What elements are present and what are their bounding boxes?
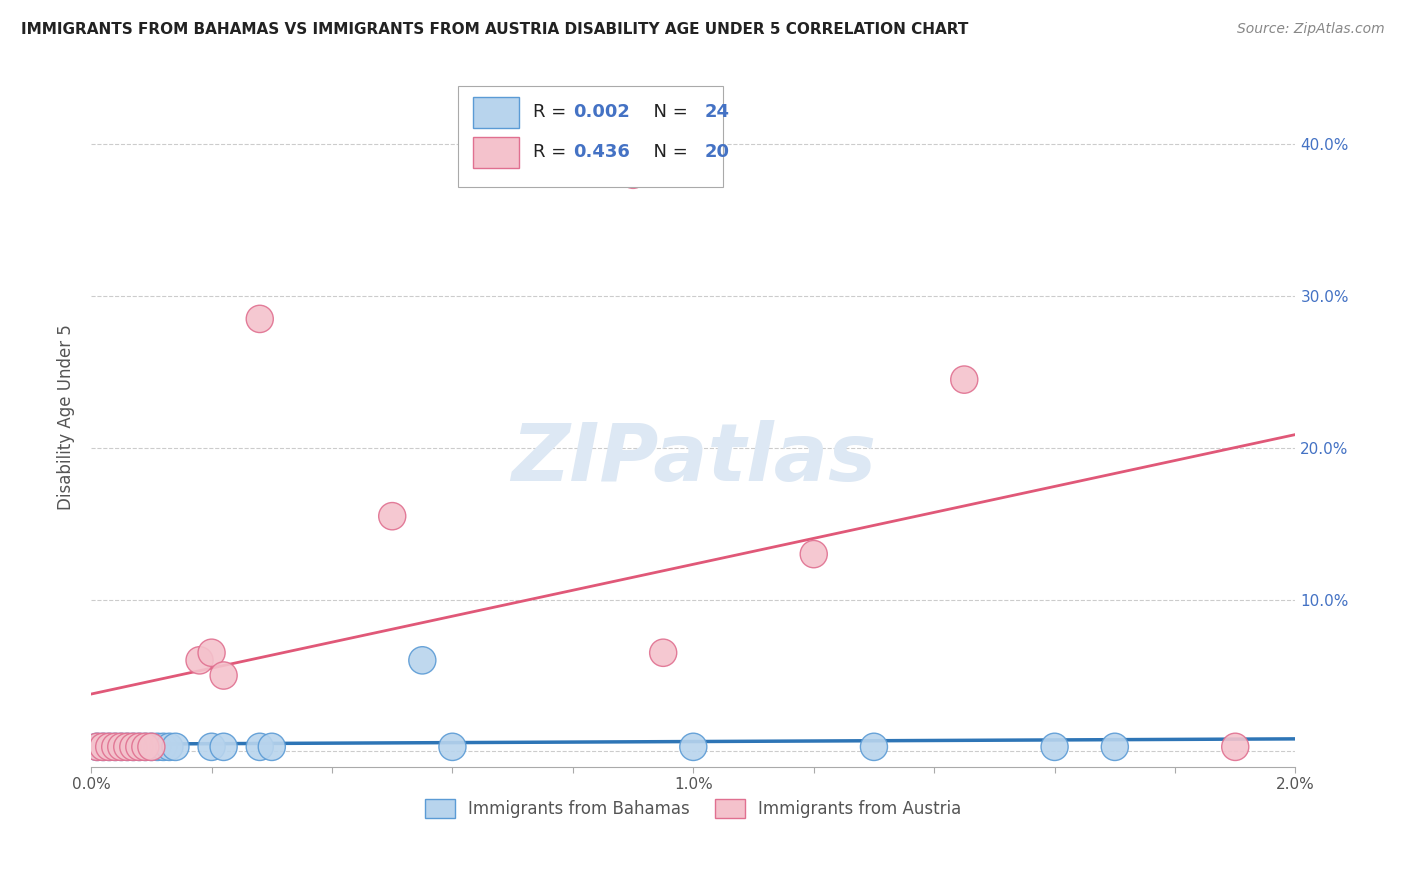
Ellipse shape (83, 733, 111, 761)
Ellipse shape (679, 733, 707, 761)
Ellipse shape (439, 733, 465, 761)
Ellipse shape (120, 733, 146, 761)
Ellipse shape (125, 733, 153, 761)
Ellipse shape (162, 733, 188, 761)
Ellipse shape (209, 733, 238, 761)
Ellipse shape (108, 733, 135, 761)
Ellipse shape (138, 733, 165, 761)
Ellipse shape (409, 647, 436, 674)
Text: 0.002: 0.002 (572, 103, 630, 121)
Ellipse shape (132, 733, 159, 761)
Ellipse shape (259, 733, 285, 761)
Ellipse shape (198, 733, 225, 761)
Ellipse shape (186, 647, 214, 674)
Ellipse shape (620, 161, 647, 188)
Y-axis label: Disability Age Under 5: Disability Age Under 5 (58, 325, 75, 510)
FancyBboxPatch shape (458, 86, 724, 187)
Ellipse shape (150, 733, 177, 761)
Text: 24: 24 (704, 103, 730, 121)
Text: Source: ZipAtlas.com: Source: ZipAtlas.com (1237, 22, 1385, 37)
Text: 0.436: 0.436 (572, 144, 630, 161)
Ellipse shape (1222, 733, 1249, 761)
Text: ZIPatlas: ZIPatlas (510, 420, 876, 499)
Ellipse shape (650, 639, 676, 666)
Ellipse shape (90, 733, 117, 761)
Text: N =: N = (641, 144, 693, 161)
Ellipse shape (378, 502, 406, 530)
Ellipse shape (90, 733, 117, 761)
Ellipse shape (1040, 733, 1069, 761)
Ellipse shape (101, 733, 129, 761)
Ellipse shape (138, 733, 165, 761)
Ellipse shape (83, 733, 111, 761)
Ellipse shape (120, 733, 146, 761)
Ellipse shape (114, 733, 141, 761)
Ellipse shape (1101, 733, 1129, 761)
Text: 20: 20 (704, 144, 730, 161)
Ellipse shape (198, 639, 225, 666)
Text: R =: R = (533, 144, 572, 161)
Ellipse shape (114, 733, 141, 761)
Ellipse shape (209, 662, 238, 690)
Ellipse shape (156, 733, 183, 761)
Text: IMMIGRANTS FROM BAHAMAS VS IMMIGRANTS FROM AUSTRIA DISABILITY AGE UNDER 5 CORREL: IMMIGRANTS FROM BAHAMAS VS IMMIGRANTS FR… (21, 22, 969, 37)
Ellipse shape (101, 733, 129, 761)
Ellipse shape (246, 733, 273, 761)
Ellipse shape (950, 366, 977, 393)
Ellipse shape (96, 733, 122, 761)
Text: R =: R = (533, 103, 572, 121)
Ellipse shape (132, 733, 159, 761)
Text: N =: N = (641, 103, 693, 121)
Ellipse shape (246, 305, 273, 333)
Ellipse shape (860, 733, 887, 761)
Ellipse shape (96, 733, 122, 761)
Ellipse shape (800, 541, 827, 568)
Legend: Immigrants from Bahamas, Immigrants from Austria: Immigrants from Bahamas, Immigrants from… (419, 792, 969, 824)
FancyBboxPatch shape (472, 136, 519, 168)
Ellipse shape (108, 733, 135, 761)
FancyBboxPatch shape (472, 97, 519, 128)
Ellipse shape (125, 733, 153, 761)
Ellipse shape (143, 733, 172, 761)
